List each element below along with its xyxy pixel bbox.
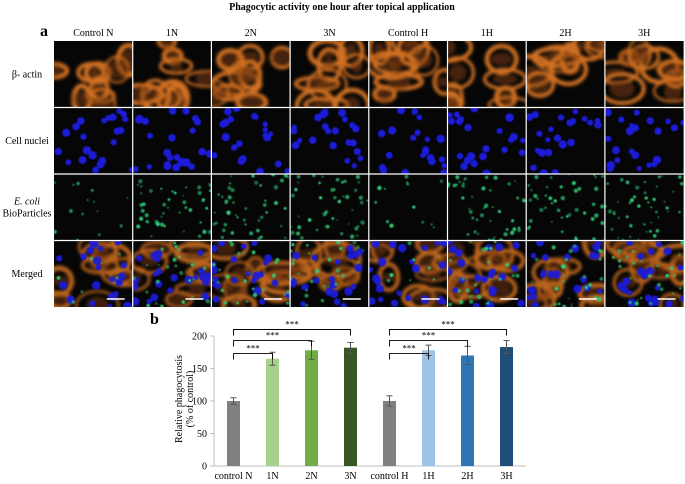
row-label: BioParticles bbox=[3, 208, 52, 219]
y-axis-title-line2: (% of control) bbox=[185, 371, 196, 428]
micrograph-nuclei bbox=[604, 107, 684, 174]
micrograph-actin bbox=[54, 41, 133, 108]
micrograph-nuclei bbox=[368, 107, 448, 174]
column-header: Control N bbox=[73, 28, 113, 39]
micrograph-merged bbox=[604, 240, 684, 307]
micrograph-nuclei bbox=[132, 107, 212, 174]
y-tick-label: 200 bbox=[192, 332, 207, 343]
x-tick-label: 3H bbox=[500, 471, 512, 482]
significance-label: *** bbox=[285, 320, 299, 330]
bar bbox=[461, 355, 474, 466]
micrograph-nuclei bbox=[54, 107, 133, 174]
micrograph-merged bbox=[368, 240, 448, 307]
bar bbox=[422, 350, 435, 466]
micrograph-nuclei bbox=[290, 107, 369, 174]
row-label-italic: E. coli bbox=[13, 196, 40, 207]
significance-bracket: *** bbox=[389, 331, 468, 347]
column-header: 3H bbox=[638, 28, 650, 39]
row-label: Cell nuclei bbox=[5, 136, 49, 147]
micrograph-bioparticles bbox=[368, 174, 448, 241]
panel-b-label: b bbox=[150, 311, 159, 328]
panel-a-label: a bbox=[40, 23, 48, 40]
bar-chart: 0 50 100 150 200 control N 1N 2N 3N control H 1H 2H… bbox=[192, 320, 526, 482]
micrograph-actin bbox=[290, 41, 369, 108]
micrograph-actin bbox=[604, 41, 684, 108]
microscopy-grid bbox=[54, 41, 684, 307]
figure-title: Phagocytic activity one hour after topic… bbox=[229, 2, 455, 13]
micrograph-bioparticles bbox=[526, 174, 605, 241]
significance-bracket: *** bbox=[233, 331, 312, 347]
column-header: 3N bbox=[323, 28, 335, 39]
row-label: Merged bbox=[12, 269, 43, 280]
significance-bracket: *** bbox=[233, 344, 273, 360]
significance-label: *** bbox=[402, 344, 416, 354]
micrograph-actin bbox=[132, 41, 212, 108]
y-tick-label: 100 bbox=[192, 397, 207, 408]
significance-bracket: *** bbox=[389, 344, 429, 360]
significance-bracket: *** bbox=[389, 320, 507, 336]
micrograph-bioparticles bbox=[447, 174, 527, 241]
micrograph-nuclei bbox=[211, 107, 291, 174]
bar bbox=[227, 401, 240, 466]
micrograph-nuclei bbox=[447, 107, 527, 174]
x-tick-label: 1N bbox=[266, 471, 278, 482]
x-tick-label: control H bbox=[370, 471, 408, 482]
bar bbox=[344, 347, 357, 466]
micrograph-bioparticles bbox=[290, 174, 369, 241]
micrograph-bioparticles bbox=[211, 174, 291, 241]
micrograph-actin bbox=[368, 41, 448, 108]
column-header: 1H bbox=[481, 28, 493, 39]
x-tick-label: 2N bbox=[305, 471, 317, 482]
bar bbox=[305, 350, 318, 466]
x-tick-label: 2H bbox=[461, 471, 473, 482]
micrograph-merged bbox=[526, 240, 605, 307]
micrograph-actin bbox=[211, 41, 291, 108]
significance-label: *** bbox=[441, 320, 455, 330]
micrograph-merged bbox=[290, 240, 369, 307]
y-tick-label: 150 bbox=[192, 364, 207, 375]
micrograph-actin bbox=[526, 41, 605, 108]
micrograph-merged bbox=[132, 240, 212, 307]
y-axis-title: Relative phagocytosis (% of control) bbox=[174, 355, 196, 443]
bar bbox=[383, 401, 396, 466]
significance-label: *** bbox=[246, 344, 260, 354]
significance-bracket: *** bbox=[233, 320, 351, 336]
column-header: 2N bbox=[245, 28, 257, 39]
micrograph-merged bbox=[211, 240, 291, 307]
y-axis-title-line1: Relative phagocytosis bbox=[174, 355, 185, 443]
x-tick-label: 3N bbox=[344, 471, 356, 482]
significance-label: *** bbox=[266, 331, 280, 341]
bar bbox=[500, 347, 513, 466]
bar bbox=[266, 358, 279, 466]
micrograph-bioparticles bbox=[132, 174, 212, 241]
significance-label: *** bbox=[422, 331, 436, 341]
column-header: Control H bbox=[388, 28, 428, 39]
micrograph-bioparticles bbox=[604, 174, 684, 241]
micrograph-bioparticles bbox=[54, 174, 133, 241]
micrograph-nuclei bbox=[526, 107, 605, 174]
column-header: 1N bbox=[166, 28, 178, 39]
x-tick-label: control N bbox=[214, 471, 252, 482]
micrograph-merged bbox=[447, 240, 527, 307]
micrograph-merged bbox=[54, 240, 133, 307]
column-header: 2H bbox=[559, 28, 571, 39]
x-tick-label: 1H bbox=[422, 471, 434, 482]
micrograph-actin bbox=[447, 41, 527, 108]
column-headers: Control N 1N 2N 3N Control H 1H 2H 3H bbox=[73, 28, 650, 39]
row-label: β- actin bbox=[12, 69, 42, 80]
y-tick-label: 50 bbox=[197, 429, 207, 440]
y-tick-label: 0 bbox=[202, 462, 207, 473]
